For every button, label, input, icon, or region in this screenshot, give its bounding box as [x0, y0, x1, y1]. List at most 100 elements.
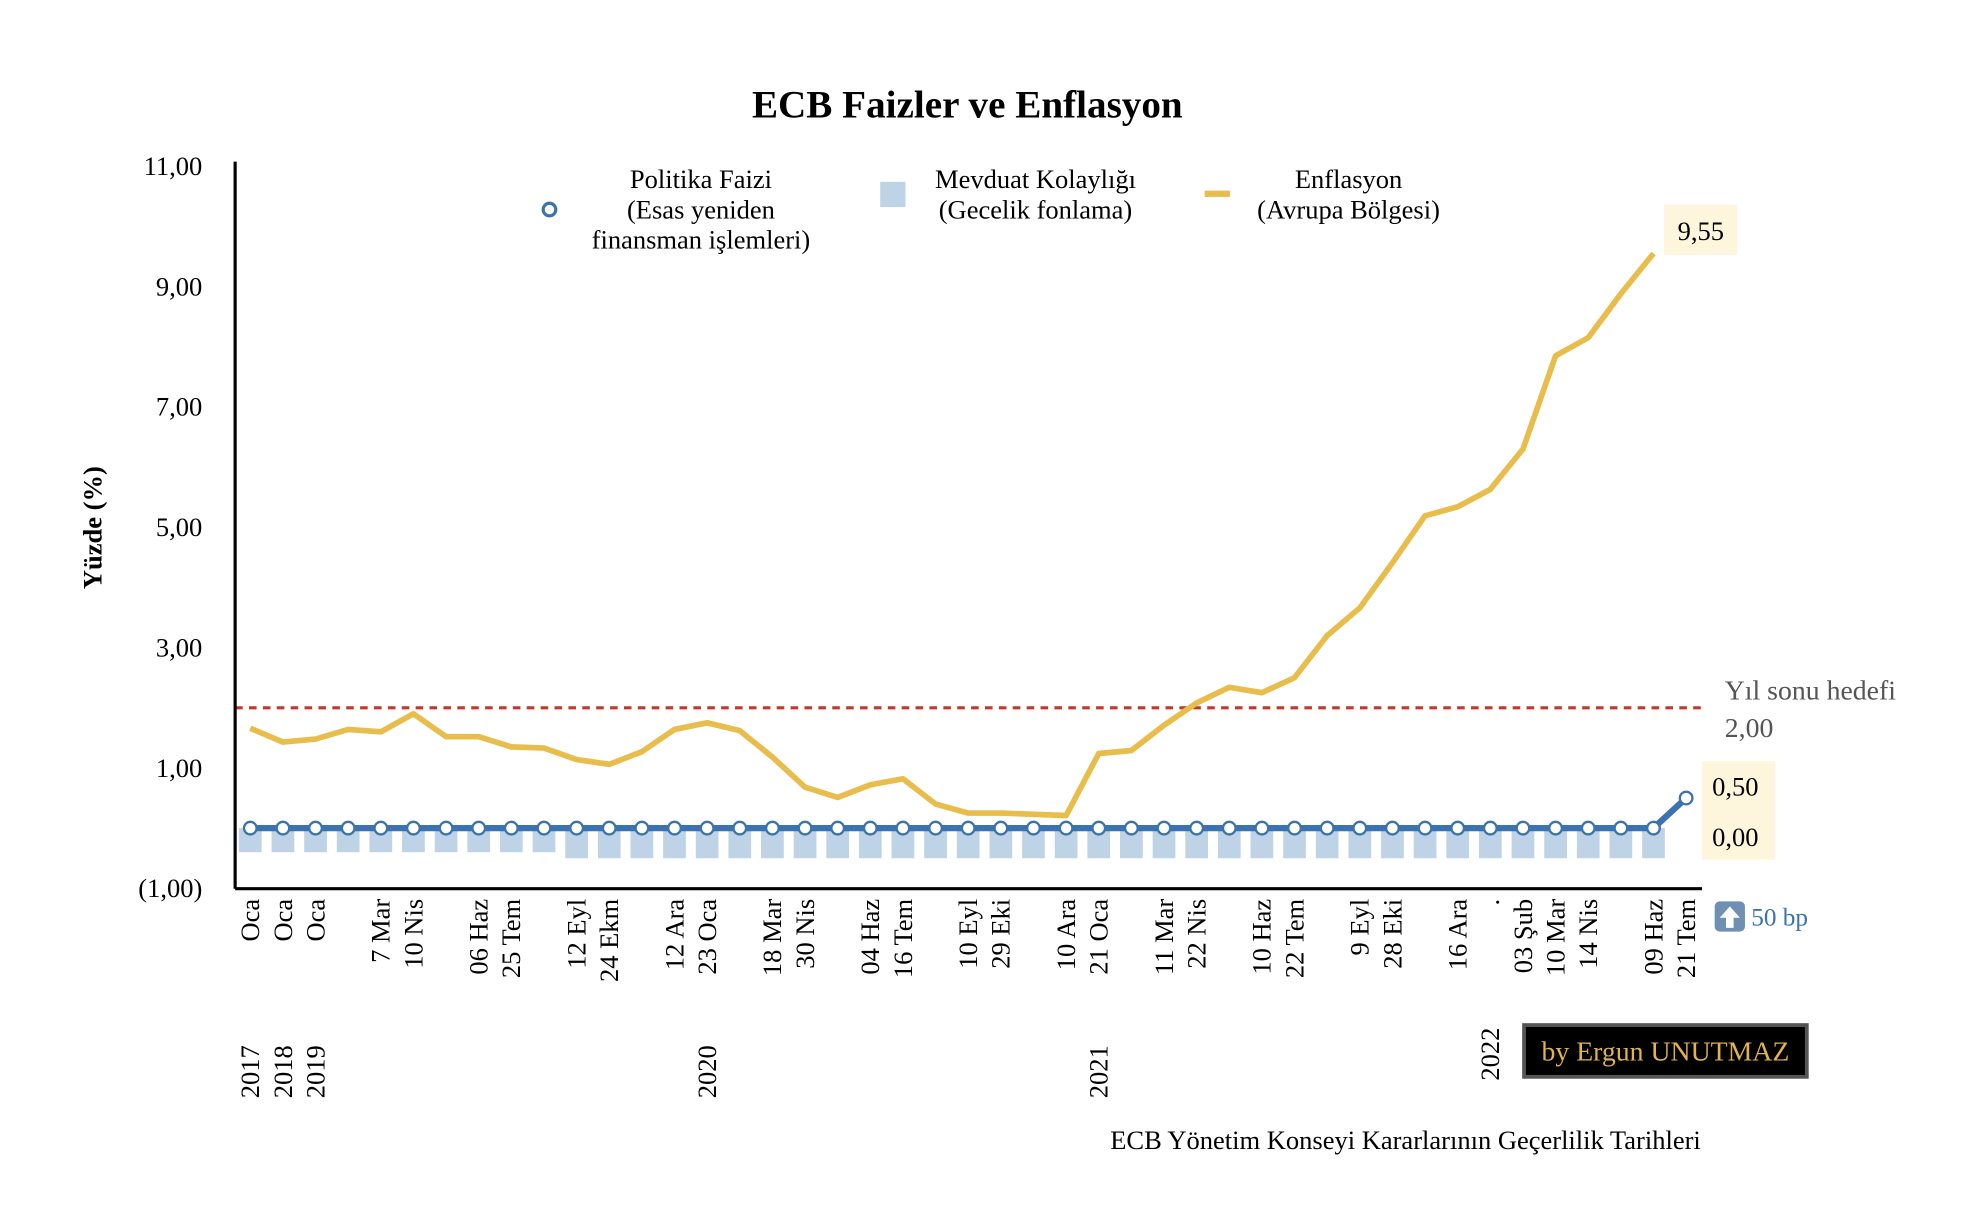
deposit-bar [1152, 828, 1176, 859]
year-label: 2018 [268, 1045, 298, 1098]
deposit-bar [1478, 828, 1502, 859]
x-tick-label: 04 Haz [855, 899, 885, 975]
policy-rate-marker [1319, 820, 1335, 836]
target-label: Yıl sonu hedefi [1725, 675, 1896, 706]
deposit-bar [1511, 828, 1535, 859]
policy-rate-marker [242, 820, 258, 836]
year-label: 2019 [300, 1045, 330, 1098]
deposit-bar [989, 828, 1013, 859]
policy-rate-marker [830, 820, 846, 836]
policy-rate-marker [1254, 820, 1270, 836]
policy-rate-marker [1123, 820, 1139, 836]
year-label: 2021 [1084, 1045, 1114, 1098]
policy-rate-marker [732, 820, 748, 836]
policy-rate-marker [1548, 820, 1564, 836]
last-inflation-box [1664, 204, 1738, 256]
x-tick-label: 7 Mar [366, 899, 396, 963]
legend-label: (Avrupa Bölgesi) [1257, 194, 1440, 224]
deposit-bar [336, 828, 360, 853]
deposit-bar [1413, 828, 1437, 859]
y-tick-label: 7,00 [156, 392, 202, 422]
x-tick-label: Oca [300, 899, 330, 942]
deposit-bar [1120, 828, 1143, 859]
x-tick-label: 11 Mar [1149, 899, 1179, 975]
policy-rate-marker [1417, 820, 1433, 836]
policy-rate-marker [1384, 820, 1400, 836]
deposit-bar [369, 828, 393, 853]
x-tick-label: 06 Haz [464, 899, 494, 975]
policy-rate-marker [503, 820, 519, 836]
deposit-bar [1217, 828, 1241, 859]
x-tick-label: 21 Tem [1671, 898, 1701, 978]
x-tick-label: 25 Tem [496, 898, 526, 978]
deposit-bar [597, 828, 621, 859]
policy-rate-marker [895, 820, 911, 836]
policy-rate-marker [928, 820, 944, 836]
policy-rate-marker [471, 820, 487, 836]
policy-rate-marker [862, 820, 878, 836]
policy-rate-marker [406, 820, 421, 836]
deposit-bar [1609, 828, 1633, 859]
x-tick-label: 03 Şub [1508, 899, 1538, 973]
policy-rate-marker [1026, 820, 1041, 836]
legend-label: (Esas yeniden [627, 194, 775, 224]
policy-rate-marker [1646, 820, 1661, 836]
policy-rate-marker [1580, 820, 1596, 836]
deposit-bar [1185, 828, 1209, 859]
policy-rate-marker [438, 820, 454, 836]
x-tick-label: 10 Ara [1051, 899, 1081, 971]
policy-rate-marker [1352, 820, 1368, 836]
x-tick-label: Oca [268, 899, 298, 942]
legend-label: Mevduat Kolaylığı [935, 164, 1136, 194]
deposit-bar [891, 828, 915, 859]
policy-rate-marker [601, 820, 617, 836]
y-tick-label: 5,00 [156, 512, 202, 542]
legend-label: Enflasyon [1295, 164, 1402, 194]
policy-rate-marker [699, 820, 715, 836]
deposit-bar [304, 828, 327, 853]
y-tick-label: 3,00 [156, 632, 202, 662]
deposit-bar [924, 828, 947, 859]
policy-rate-marker [797, 820, 813, 836]
x-tick-label: 10 Nis [398, 899, 428, 969]
deposit-bar [402, 828, 425, 853]
x-tick-label: 10 Eyl [953, 899, 983, 969]
policy-rate-marker [1091, 820, 1107, 836]
y-tick-label: 11,00 [144, 151, 203, 181]
year-label: 2022 [1475, 1028, 1505, 1081]
x-tick-label: Oca [235, 899, 265, 942]
deposit-bar [467, 828, 491, 853]
deposit-bar [1576, 828, 1600, 859]
policy-rate-marker [340, 820, 356, 836]
year-label: 2017 [235, 1045, 265, 1098]
deposit-bar [1054, 828, 1078, 859]
deposit-bar [499, 828, 523, 853]
x-tick-label: 18 Mar [757, 899, 787, 976]
deposit-bar [761, 828, 784, 859]
deposit-bar [1283, 828, 1306, 859]
policy-rate-marker [308, 820, 323, 836]
x-tick-label: 9 Eyl [1345, 899, 1375, 956]
policy-rate-marker [1189, 820, 1205, 836]
x-tick-label: 10 Haz [1247, 899, 1277, 975]
policy-new-label: 0,50 [1712, 771, 1758, 801]
deposit-bar [565, 828, 588, 859]
legend-label: finansman işlemleri) [592, 225, 811, 255]
credit-box [1522, 1023, 1809, 1079]
x-tick-label: 29 Eki [986, 899, 1016, 969]
x-tick-label: 14 Nis [1573, 899, 1603, 969]
policy-rate-marker [960, 820, 976, 836]
x-axis-title: ECB Yönetim Konseyi Kararlarının Geçerli… [1110, 1125, 1701, 1155]
x-tick-label: 12 Ara [659, 899, 689, 971]
x-tick-label: 28 Eki [1377, 899, 1407, 969]
policy-rate-marker [1221, 820, 1237, 836]
policy-rate-marker [634, 820, 650, 836]
x-tick-label: 21 Oca [1084, 899, 1114, 975]
x-tick-label: 22 Tem [1279, 898, 1309, 978]
target-value: 2,00 [1725, 713, 1774, 744]
policy-rate-marker [1156, 820, 1172, 836]
deposit-bar [1348, 828, 1372, 859]
legend-marker-deposit-icon [880, 181, 906, 208]
deposit-bar [663, 828, 686, 859]
deposit-bar [826, 828, 850, 859]
